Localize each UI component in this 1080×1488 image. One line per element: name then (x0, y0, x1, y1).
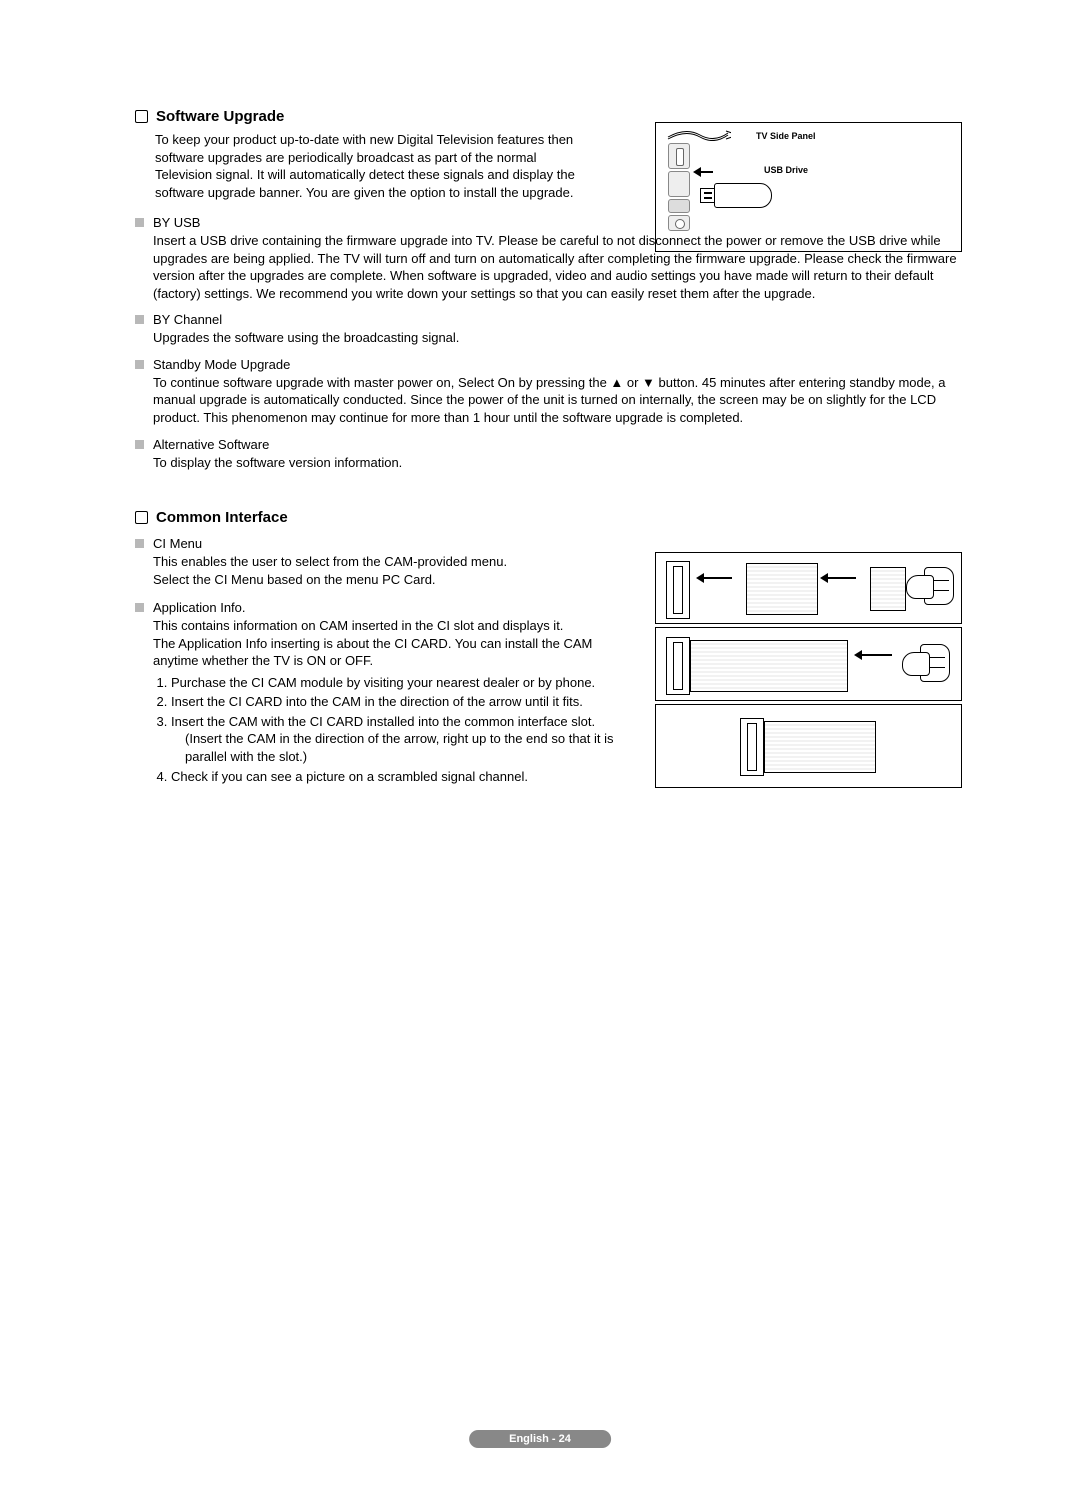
arrow-left-icon (862, 654, 892, 656)
ci-diagram-step2 (655, 627, 962, 701)
checkbox-icon (135, 110, 148, 123)
usb-drive-icon (700, 183, 772, 207)
item-body-text: The Application Info inserting is about … (153, 635, 613, 670)
step-paren-text: (Insert the CAM in the direction of the … (185, 730, 641, 765)
square-bullet-icon (135, 440, 144, 449)
item-body-text: To display the software version informat… (153, 454, 960, 472)
tv-side-panel-icon (668, 143, 696, 243)
hand-icon (902, 642, 952, 686)
ci-slot-icon (666, 637, 690, 695)
item-body-text: To continue software upgrade with master… (153, 374, 960, 427)
ci-slot-icon (740, 718, 764, 776)
item-body-text: This enables the user to select from the… (153, 553, 598, 571)
ci-diagrams (655, 552, 962, 788)
item-alternative-software: Alternative Software To display the soft… (135, 437, 960, 472)
ci-card-small-icon (870, 567, 906, 611)
step-item: Insert the CAM with the CI CARD installe… (171, 713, 641, 766)
item-heading-label: BY Channel (153, 312, 222, 327)
step-text: Insert the CAM with the CI CARD installe… (171, 714, 595, 729)
hand-icon (906, 565, 956, 609)
diagram-label: TV Side Panel (756, 131, 816, 141)
item-standby-mode: Standby Mode Upgrade To continue softwar… (135, 357, 960, 427)
item-by-channel: BY Channel Upgrades the software using t… (135, 312, 960, 347)
arrow-left-icon (691, 165, 713, 179)
cable-icon (666, 129, 731, 141)
page-footer: English - 24 (469, 1430, 611, 1448)
section-title: Software Upgrade (156, 108, 284, 125)
step-item: Insert the CI CARD into the CAM in the d… (171, 693, 641, 711)
step-item: Check if you can see a picture on a scra… (171, 768, 641, 786)
section-title: Common Interface (156, 509, 288, 526)
diagram-label: USB Drive (764, 165, 808, 175)
section-heading-common-interface: Common Interface (135, 509, 960, 526)
item-heading-label: Alternative Software (153, 437, 269, 452)
arrow-left-icon (704, 577, 732, 579)
checkbox-icon (135, 511, 148, 524)
square-bullet-icon (135, 218, 144, 227)
item-heading-label: BY USB (153, 215, 200, 230)
steps-list: Purchase the CI CAM module by visiting y… (153, 674, 641, 785)
square-bullet-icon (135, 603, 144, 612)
square-bullet-icon (135, 315, 144, 324)
ci-slot-icon (666, 561, 690, 619)
item-body-text: This contains information on CAM inserte… (153, 617, 598, 635)
ci-card-icon (746, 563, 818, 615)
ci-diagram-step3 (655, 704, 962, 788)
usb-diagram: TV Side Panel USB Drive (655, 122, 962, 252)
software-upgrade-intro: To keep your product up-to-date with new… (155, 131, 595, 201)
ci-card-assembly-icon (690, 640, 848, 692)
ci-diagram-step1 (655, 552, 962, 624)
square-bullet-icon (135, 360, 144, 369)
step-item: Purchase the CI CAM module by visiting y… (171, 674, 641, 692)
item-heading-label: Application Info. (153, 600, 246, 615)
item-body-text: Upgrades the software using the broadcas… (153, 329, 960, 347)
ci-card-inserted-icon (764, 721, 876, 773)
square-bullet-icon (135, 539, 144, 548)
arrow-left-icon (828, 577, 856, 579)
item-heading-label: CI Menu (153, 536, 202, 551)
item-heading-label: Standby Mode Upgrade (153, 357, 290, 372)
item-body-text: Select the CI Menu based on the menu PC … (153, 571, 598, 589)
